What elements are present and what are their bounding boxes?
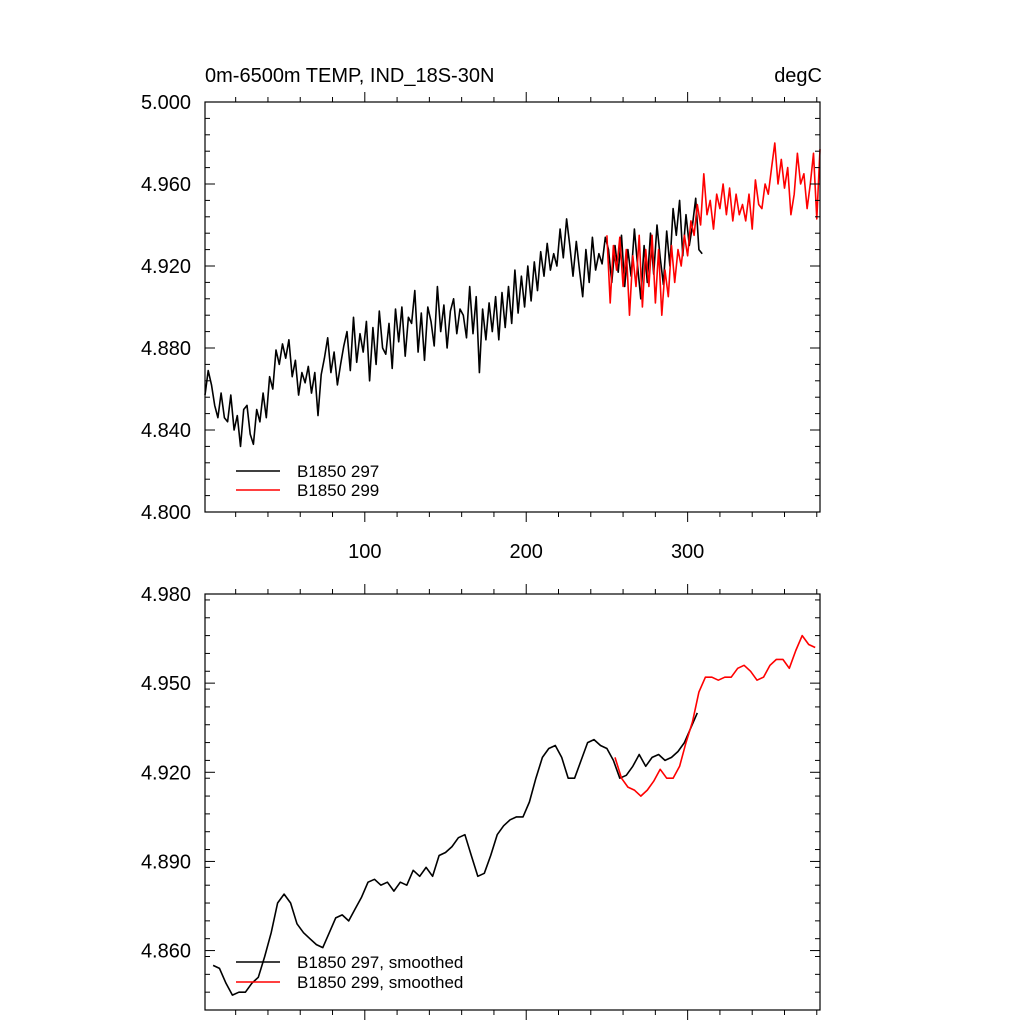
- y-tick-label: 5.000: [141, 92, 191, 114]
- x-tick-label: 300: [671, 541, 704, 563]
- top-panel-title: 0m-6500m TEMP, IND_18S-30N: [205, 65, 494, 87]
- top-panel-ticks: 4.800 4.840 4.880 4.920 4.960 5.000 100 200 300: [141, 92, 820, 563]
- series-line-297: [204, 197, 703, 448]
- top-panel-units: degC: [774, 65, 822, 87]
- y-tick-label: 4.960: [141, 174, 191, 196]
- top-panel-lines: [204, 142, 821, 448]
- bottom-panel-ticks: 4.860 4.890 4.920 4.950 4.980: [141, 584, 820, 1020]
- series-line-297-smoothed: [212, 712, 699, 996]
- top-panel: 0m-6500m TEMP, IND_18S-30N degC 4.8004.8…: [141, 65, 822, 563]
- y-tick-label: 4.860: [141, 941, 191, 963]
- y-tick-label: 4.920: [141, 256, 191, 278]
- legend-label-297-smoothed: B1850 297, smoothed: [297, 953, 463, 972]
- bottom-panel-legend: B1850 297, smoothed B1850 299, smoothed: [236, 953, 463, 992]
- y-tick-label: 4.920: [141, 762, 191, 784]
- legend-label-297: B1850 297: [297, 462, 379, 481]
- y-tick-label: 4.840: [141, 420, 191, 442]
- bottom-panel: 4.860 4.890 4.920 4.950 4.980 B1850 297, smo…: [141, 584, 821, 1020]
- x-tick-label: 100: [348, 541, 381, 563]
- series-line-299-smoothed: [614, 634, 816, 797]
- y-tick-label: 4.980: [141, 584, 191, 606]
- bottom-panel-lines: [212, 634, 816, 996]
- x-tick-label: 200: [510, 541, 543, 563]
- legend-label-299: B1850 299: [297, 481, 379, 500]
- y-tick-label: 4.800: [141, 502, 191, 524]
- y-tick-label: 4.890: [141, 851, 191, 873]
- y-tick-label: 4.950: [141, 673, 191, 695]
- top-panel-frame: [204, 101, 821, 513]
- legend-label-299-smoothed: B1850 299, smoothed: [297, 973, 463, 992]
- series-line-299: [606, 142, 821, 317]
- top-panel-legend: B1850 297 B1850 299: [236, 462, 379, 500]
- y-tick-label: 4.880: [141, 338, 191, 360]
- bottom-panel-frame: [204, 593, 821, 1011]
